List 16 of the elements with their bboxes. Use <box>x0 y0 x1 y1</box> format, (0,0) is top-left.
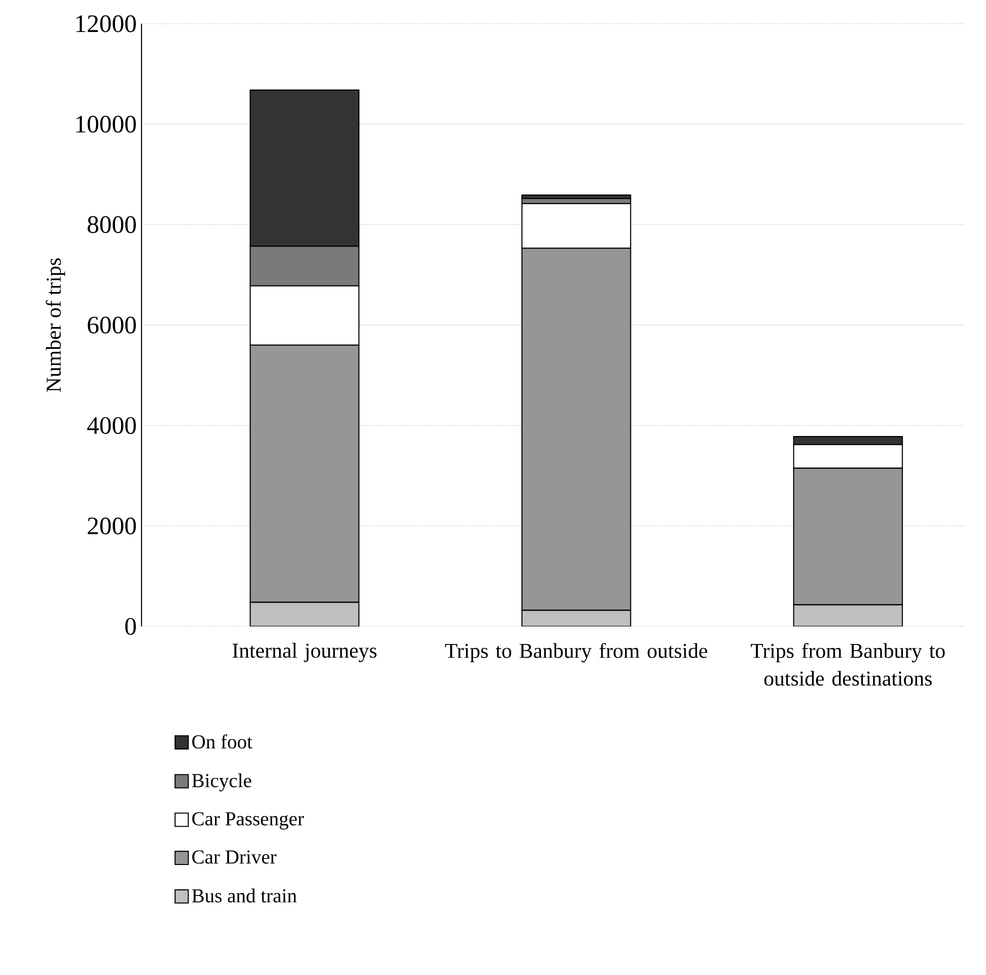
x-tick-label: Trips from Banbury to outside destinations <box>750 643 945 686</box>
y-tick-label: 12000 <box>76 15 136 32</box>
y-tick-label: 8000 <box>88 216 136 234</box>
legend-label: Car Driver <box>192 850 276 864</box>
legend-label: Bus and train <box>192 888 297 903</box>
legend-label: Bicycle <box>192 774 252 792</box>
x-tick-label: Internal journeys <box>232 643 376 662</box>
x-tick-label: Trips to Banbury from outside <box>445 643 708 662</box>
y-tick-label: 10000 <box>76 116 136 133</box>
y-tick-label: 2000 <box>88 518 136 535</box>
y-tick-label: 0 <box>125 618 136 635</box>
y-tick-label: 4000 <box>87 417 136 434</box>
legend-label: On foot <box>192 734 252 749</box>
legend-label: Car Passenger <box>192 812 304 830</box>
y-axis-title: Number of trips <box>46 258 66 392</box>
y-tick-label: 6000 <box>88 316 136 334</box>
